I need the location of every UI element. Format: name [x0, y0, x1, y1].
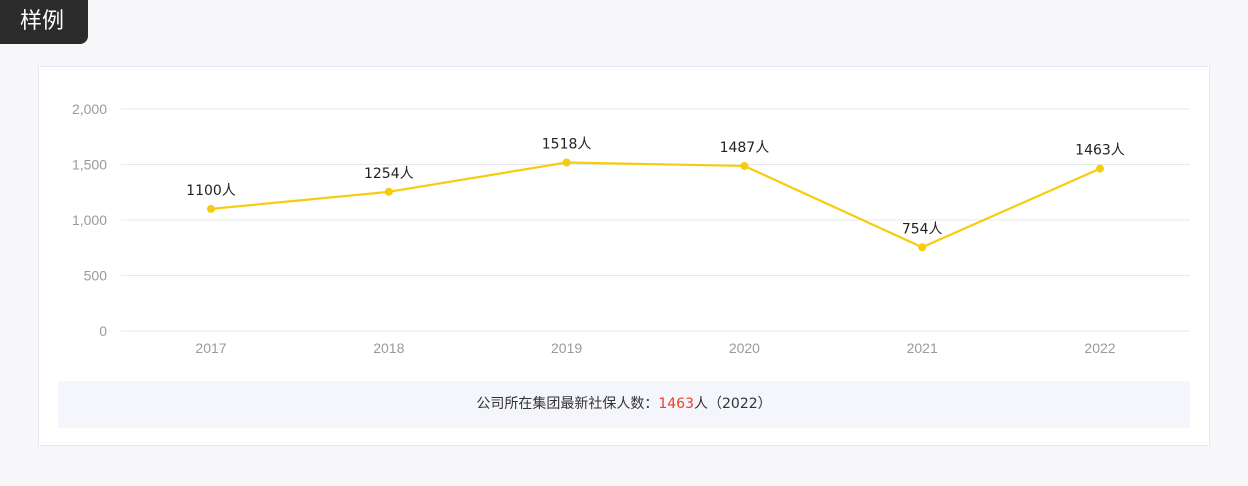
- y-tick-label: 1,500: [72, 157, 107, 173]
- summary-prefix: 公司所在集团最新社保人数：: [476, 396, 659, 412]
- x-tick-label: 2019: [551, 340, 582, 356]
- series-line: [210, 161, 1101, 249]
- data-point: [918, 243, 927, 252]
- y-tick-label: 2,000: [72, 101, 107, 117]
- x-tick-label: 2018: [373, 340, 404, 356]
- data-label: 1518人: [542, 137, 592, 153]
- x-tick-label: 2021: [907, 340, 938, 356]
- summary-suffix: 人（2022）: [694, 396, 772, 412]
- data-point: [740, 161, 749, 170]
- data-label: 1254人: [364, 166, 414, 182]
- y-tick-label: 500: [84, 268, 108, 284]
- y-tick-label: 1,000: [72, 212, 107, 228]
- y-tick-label: 0: [99, 323, 107, 339]
- sample-badge: 样例: [0, 0, 88, 44]
- summary-footer: 公司所在集团最新社保人数：1463人（2022）: [58, 381, 1190, 428]
- data-point: [207, 204, 215, 213]
- data-label: 754人: [902, 221, 943, 237]
- data-label: 1487人: [720, 140, 770, 156]
- data-point: [384, 187, 393, 196]
- data-point: [562, 158, 571, 167]
- x-tick-label: 2022: [1084, 340, 1115, 356]
- summary-value: 1463: [658, 396, 694, 412]
- x-tick-label: 2017: [195, 340, 226, 356]
- data-point: [1096, 164, 1104, 173]
- data-label: 1463人: [1075, 143, 1125, 159]
- x-tick-label: 2020: [729, 340, 760, 356]
- data-label: 1100人: [186, 183, 236, 199]
